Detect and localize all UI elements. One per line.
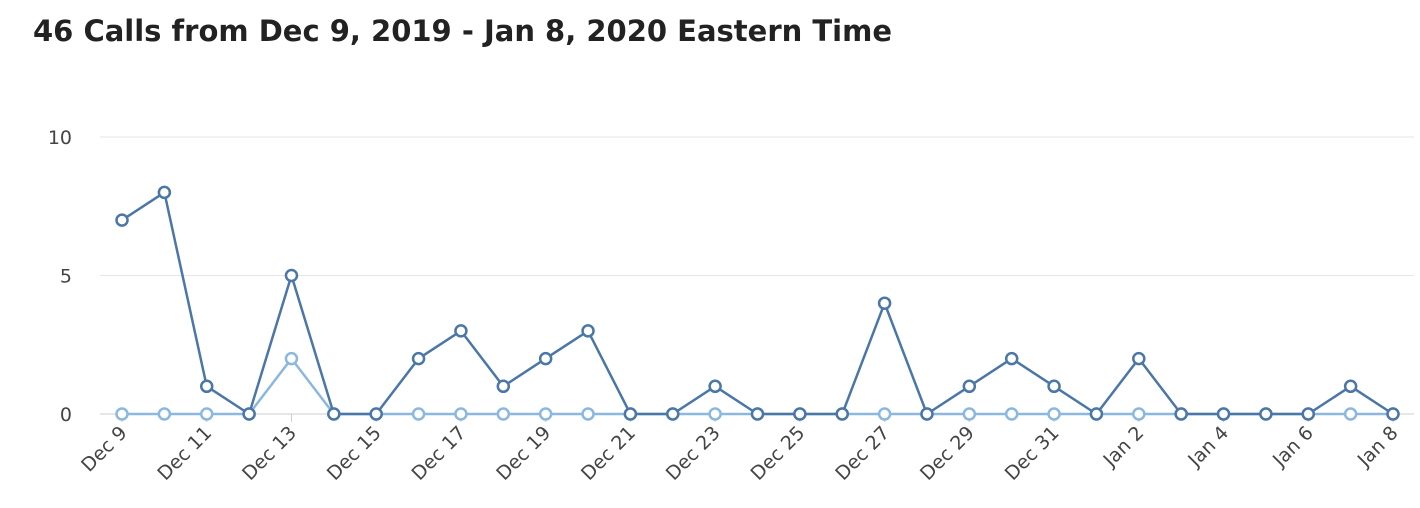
y-tick-label: 0: [60, 404, 72, 426]
series-2-point[interactable]: [581, 407, 595, 421]
series-1-point[interactable]: [1047, 379, 1061, 394]
x-tick-label: Dec 13: [238, 422, 301, 485]
series-2-point[interactable]: [708, 407, 722, 421]
x-tick-label: Dec 27: [831, 422, 894, 485]
x-tick-label: Jan 4: [1183, 422, 1233, 472]
series-2-point[interactable]: [1004, 407, 1019, 421]
series-2-line: [122, 357, 1393, 416]
series-2-point[interactable]: [115, 407, 129, 421]
series-1-point[interactable]: [327, 407, 341, 421]
series-2-point[interactable]: [1132, 407, 1146, 421]
series-2-point[interactable]: [454, 407, 468, 421]
series-1-point[interactable]: [1132, 351, 1146, 366]
series-1-point[interactable]: [538, 351, 553, 366]
series-1-line: [121, 191, 1394, 416]
x-tick-label: Dec 15: [323, 422, 386, 485]
series-2-point[interactable]: [411, 407, 426, 421]
series-1-point[interactable]: [454, 324, 468, 338]
x-tick-label: Dec 25: [746, 422, 809, 485]
x-tick-label: Dec 17: [408, 422, 471, 485]
series-1-point[interactable]: [157, 185, 172, 200]
series-2-point[interactable]: [157, 407, 172, 421]
x-tick-label: Dec 19: [492, 422, 555, 485]
series-1-point[interactable]: [793, 407, 807, 421]
series-1-point[interactable]: [708, 379, 722, 394]
x-tick-label: Dec 31: [1001, 422, 1064, 485]
series: [115, 185, 1400, 421]
series-1-point[interactable]: [496, 379, 511, 394]
x-tick-label: Dec 23: [662, 422, 725, 485]
series-2-point[interactable]: [962, 407, 977, 421]
x-tick-label: Dec 21: [577, 422, 640, 485]
series-1-point[interactable]: [877, 296, 892, 310]
x-tick-label: Dec 29: [916, 422, 979, 485]
series-2-point[interactable]: [538, 407, 553, 421]
series-1-point[interactable]: [284, 268, 299, 283]
series-2-point[interactable]: [1343, 407, 1358, 421]
series-1-point[interactable]: [242, 407, 256, 421]
series-2-point[interactable]: [199, 407, 214, 421]
y-tick-label: 5: [60, 266, 72, 288]
series-1-point[interactable]: [920, 407, 934, 421]
series-1-point[interactable]: [1301, 407, 1316, 421]
y-axis: 0 5 10: [48, 127, 72, 426]
series-1-point[interactable]: [835, 407, 849, 421]
chart-title: 46 Calls from Dec 9, 2019 - Jan 8, 2020 …: [33, 14, 892, 48]
series-2-point[interactable]: [1047, 407, 1061, 421]
series-1-point[interactable]: [369, 407, 383, 421]
series-1-point[interactable]: [1004, 351, 1019, 366]
y-tick-label: 10: [48, 127, 72, 149]
series-1-point[interactable]: [1343, 379, 1358, 394]
series-1-point[interactable]: [1216, 407, 1231, 421]
series-1-point[interactable]: [115, 213, 129, 227]
x-tick-label: Jan 8: [1353, 422, 1403, 472]
series-1: [115, 185, 1400, 421]
series-1-point[interactable]: [1386, 407, 1400, 421]
series-1-point[interactable]: [623, 407, 638, 421]
series-1-point[interactable]: [581, 324, 595, 338]
x-tick-label: Dec 9: [77, 422, 131, 476]
series-1-point[interactable]: [666, 407, 680, 421]
series-1-point[interactable]: [1174, 407, 1188, 421]
x-axis: Dec 9 Dec 11 Dec 13 Dec 15 Dec 17 Dec 19 Dec 2…: [77, 414, 1403, 485]
x-tick-label: Dec 11: [153, 422, 216, 485]
x-tick-label: Jan 6: [1268, 422, 1318, 472]
series-1-point[interactable]: [199, 379, 214, 394]
x-tick-label: Jan 2: [1099, 422, 1149, 472]
series-1-point[interactable]: [750, 407, 765, 421]
series-2-point[interactable]: [877, 407, 892, 421]
series-2-point[interactable]: [284, 351, 299, 366]
series-1-point[interactable]: [1259, 407, 1273, 421]
series-1-point[interactable]: [411, 351, 426, 366]
series-1-point[interactable]: [962, 379, 977, 394]
series-1-point[interactable]: [1089, 407, 1104, 421]
series-2-point[interactable]: [496, 407, 511, 421]
